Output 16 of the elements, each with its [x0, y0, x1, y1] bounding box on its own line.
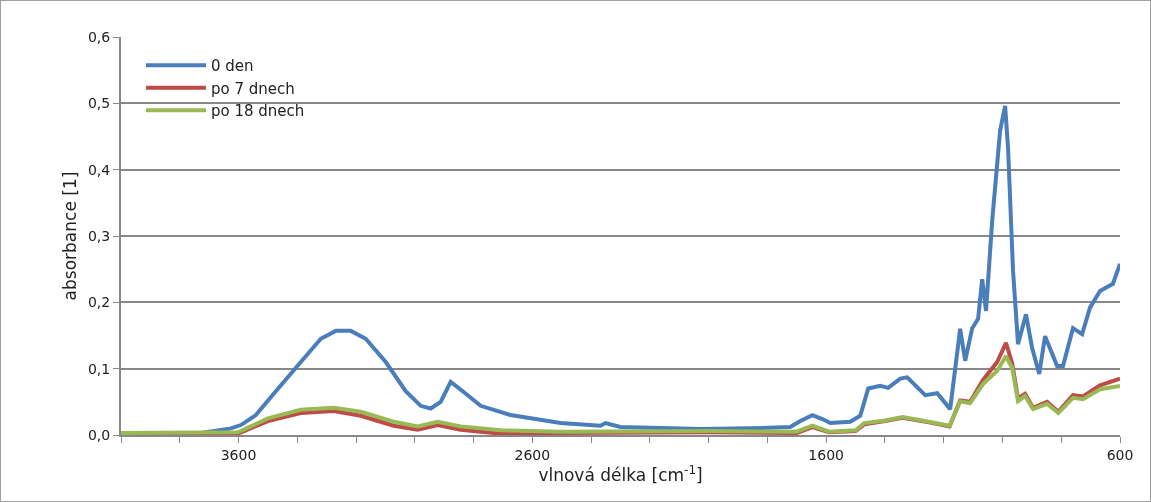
x-tick-label: 600: [1106, 446, 1134, 463]
legend-label: po 7 dnech: [210, 79, 295, 98]
y-tick-label: 0,1: [87, 360, 111, 377]
y-tick-label: 0,6: [87, 28, 111, 45]
y-tick-label: 0,5: [87, 95, 111, 112]
legend-label: 0 den: [210, 57, 254, 76]
y-tick-label: 0,4: [87, 161, 111, 178]
y-tick-label: 0,2: [87, 294, 111, 311]
y-tick-label: 0,3: [87, 227, 111, 244]
y-tick-label: 0,0: [87, 426, 111, 443]
x-axis-title: vlnová délka [cm$^{-1}$]: [538, 462, 703, 485]
y-axis-title: absorbance [1]: [60, 171, 80, 301]
x-tick-label: 3600: [220, 446, 257, 463]
x-tick-label: 1600: [808, 446, 844, 463]
x-tick-label: 2600: [514, 446, 551, 463]
legend-label: po 18 dnech: [210, 102, 305, 121]
